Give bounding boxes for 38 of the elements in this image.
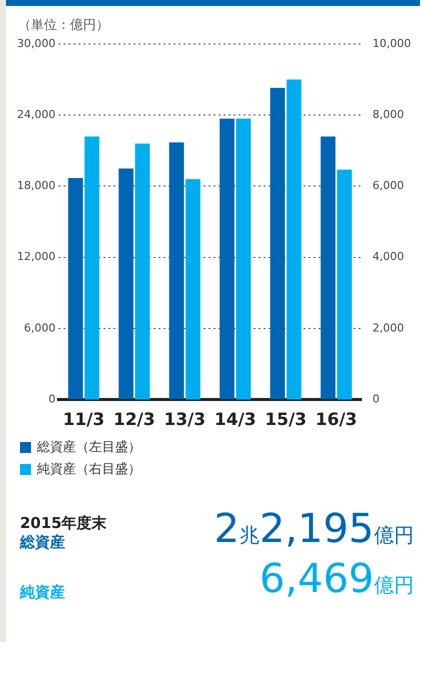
text: 総資産 [20, 533, 66, 552]
y-tick-label: 0 [48, 392, 56, 406]
y-tick-label: 6,000 [24, 321, 56, 334]
x-tick-label: 14/3 [214, 410, 256, 430]
y2-tick-label: 4,000 [372, 250, 404, 264]
bar [118, 168, 134, 400]
text: 純資産 [20, 583, 66, 602]
x-tick-label: 11/3 [62, 410, 105, 430]
y2-tick-label: 10,000 [372, 36, 412, 50]
bar [236, 118, 251, 400]
text: 2兆2,195億円 [214, 506, 414, 552]
y-tick-label: 30,000 [16, 36, 56, 50]
y-tick-label: 24,000 [16, 108, 56, 121]
x-tick-label: 15/3 [264, 410, 307, 430]
y2-tick-label: 8,000 [372, 108, 404, 121]
legend-label: 総資産（左目盛） [37, 439, 141, 456]
bar [169, 142, 184, 400]
y-tick-label: 12,000 [16, 250, 56, 264]
y2-tick-label: 2,000 [372, 321, 404, 334]
text: 2015年度末 [20, 514, 107, 533]
y2-tick-label: 6,000 [372, 179, 404, 192]
bar [337, 170, 352, 400]
y-tick-label: 18,000 [16, 179, 56, 192]
bar [84, 136, 100, 400]
legend-label: 純資産（右目盛） [37, 461, 141, 478]
chart-title: （単位：億円） [17, 17, 110, 34]
bar [270, 88, 285, 400]
bar [186, 179, 200, 400]
bar [135, 144, 150, 400]
x-tick-label: 16/3 [315, 410, 358, 430]
text: 6,469億円 [259, 556, 414, 602]
bar [320, 136, 336, 400]
bar [286, 80, 302, 400]
x-tick-label: 12/3 [113, 410, 156, 430]
bar [68, 178, 83, 400]
x-tick-label: 13/3 [164, 410, 206, 430]
bar [220, 118, 234, 400]
y2-tick-label: 0 [372, 392, 380, 406]
